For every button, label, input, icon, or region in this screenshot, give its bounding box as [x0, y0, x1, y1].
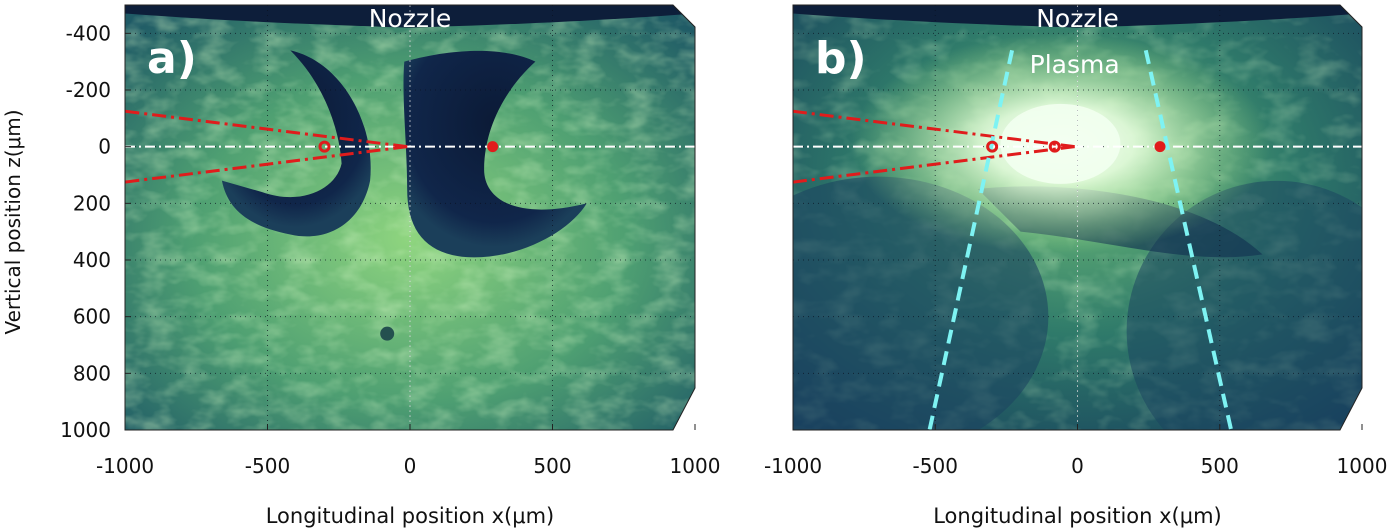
dust-spot [380, 326, 395, 341]
marker-filled [1154, 141, 1166, 153]
left-density-lobe [221, 50, 371, 237]
marker-open [986, 140, 999, 153]
laser-cone-edge [125, 145, 408, 184]
panel-a: a) Nozzle -1000 -500 0 500 1000 -400 -200 0 200 40… [60, 4, 720, 528]
x-tick-label: 500 [1201, 454, 1239, 478]
y-tick-label: 600 [73, 305, 111, 329]
marker-open [318, 140, 331, 153]
x-tick-label: -500 [245, 454, 290, 478]
x-tick-label: 1000 [1337, 454, 1388, 478]
x-axis-label: Longitudinal position x(μm) [266, 504, 555, 528]
y-tick-label: 1000 [60, 418, 111, 442]
plasma-core [1000, 103, 1121, 184]
panel-label: a) [147, 33, 197, 84]
x-tick-label: 1000 [670, 454, 721, 478]
y-tick-label: 400 [73, 248, 111, 272]
plot-frame [792, 4, 1363, 431]
y-axis-label: Vertical position z(μm) [1, 109, 25, 334]
annotation-plasma: Plasma [1030, 50, 1120, 79]
marker-filled [487, 141, 499, 153]
y-tick-label: 0 [98, 135, 111, 159]
x-tick-label: 0 [404, 454, 417, 478]
x-tick-label: 0 [1071, 454, 1084, 478]
marker-open [1048, 140, 1061, 153]
x-tick-label: -500 [913, 454, 958, 478]
annotation-nozzle: Nozzle [369, 4, 452, 33]
y-tick-label: 800 [73, 361, 111, 385]
laser-cone-edge [125, 109, 408, 149]
x-tick-label: -1000 [764, 454, 822, 478]
laser-cone-edge [793, 109, 1075, 149]
x-tick-label: 500 [533, 454, 571, 478]
laser-cone-edge [793, 145, 1075, 184]
right-density-lobe [403, 50, 587, 258]
panel-label: b) [815, 33, 867, 84]
y-tick-label: -400 [66, 21, 111, 45]
y-tick-label: 200 [73, 191, 111, 215]
x-tick-label: -1000 [96, 454, 154, 478]
plot-frame [124, 4, 696, 431]
y-tick-label: -200 [66, 78, 111, 102]
panel-b: b) Nozzle Plasma -1000 -500 0 500 1000 Longitud… [764, 4, 1388, 528]
annotation-nozzle: Nozzle [1036, 4, 1119, 33]
x-axis-label: Longitudinal position x(μm) [933, 504, 1222, 528]
